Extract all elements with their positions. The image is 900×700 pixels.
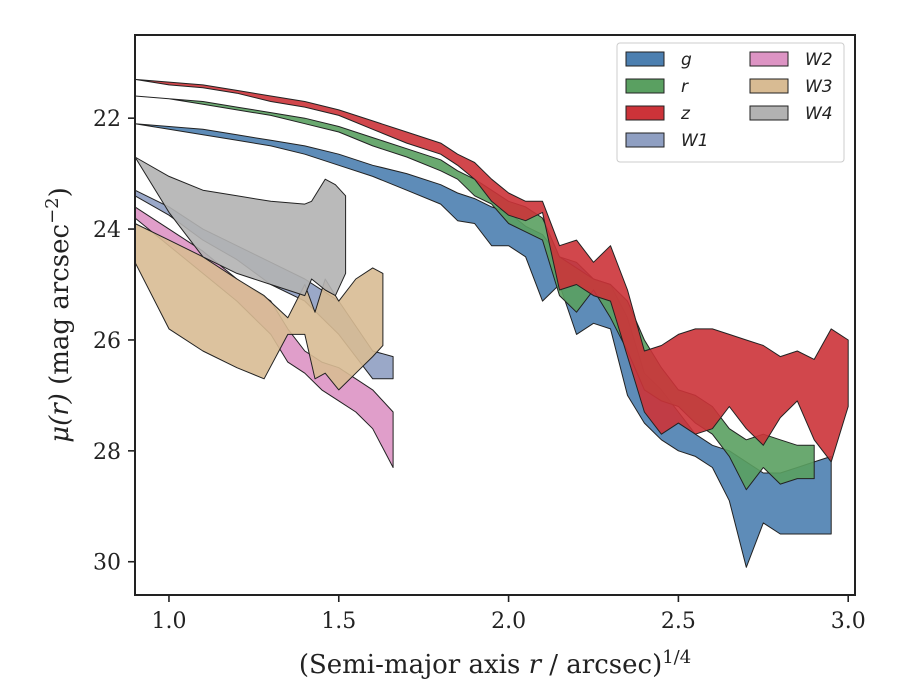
legend: grz W1 W2 W3 W4	[616, 42, 845, 163]
legend-label-w2: W2	[805, 50, 833, 70]
y-axis-label: μ(r) (mag arcsec−2)	[42, 187, 75, 443]
y-tick-label: 28	[93, 440, 121, 465]
tick-layer: 1.0 1.5 2.0 2.5 3.0 22 24 26 28 30	[93, 107, 866, 634]
x-tick-label: 1.0	[151, 609, 186, 634]
plot-frame	[134, 34, 856, 596]
band-w3	[134, 223, 384, 391]
legend-frame	[616, 42, 845, 163]
legend-swatch-r	[625, 78, 665, 94]
y-tick-label: 24	[93, 218, 121, 243]
band-z	[134, 78, 849, 463]
legend-label-w3: W3	[805, 77, 833, 97]
band-r	[134, 95, 815, 491]
legend-label-r: r	[681, 77, 689, 97]
legend-swatch-w3	[749, 78, 789, 94]
x-tick-label: 1.5	[321, 609, 356, 634]
legend-swatch-w1	[625, 132, 665, 148]
y-tick-label: 26	[93, 329, 121, 354]
x-axis-label: (Semi-major axis r / arcsec)1/4	[299, 647, 691, 680]
legend-swatch-z	[625, 105, 665, 121]
y-tick-label: 30	[93, 551, 121, 576]
legend-label-z: z	[680, 104, 691, 124]
legend-label-g: g	[681, 50, 692, 70]
y-tick-label: 22	[93, 107, 121, 132]
legend-label-w1: W1	[681, 131, 709, 151]
x-tick-label: 2.5	[661, 609, 696, 634]
x-tick-label: 2.0	[491, 609, 526, 634]
x-tick-label: 3.0	[831, 609, 866, 634]
band-g	[134, 123, 832, 568]
legend-swatch-w2	[749, 51, 789, 67]
legend-label-w4: W4	[805, 104, 833, 124]
band-w4	[134, 156, 347, 297]
series-layer	[134, 78, 849, 568]
legend-swatch-g	[625, 51, 665, 67]
legend-swatch-w4	[749, 105, 789, 121]
